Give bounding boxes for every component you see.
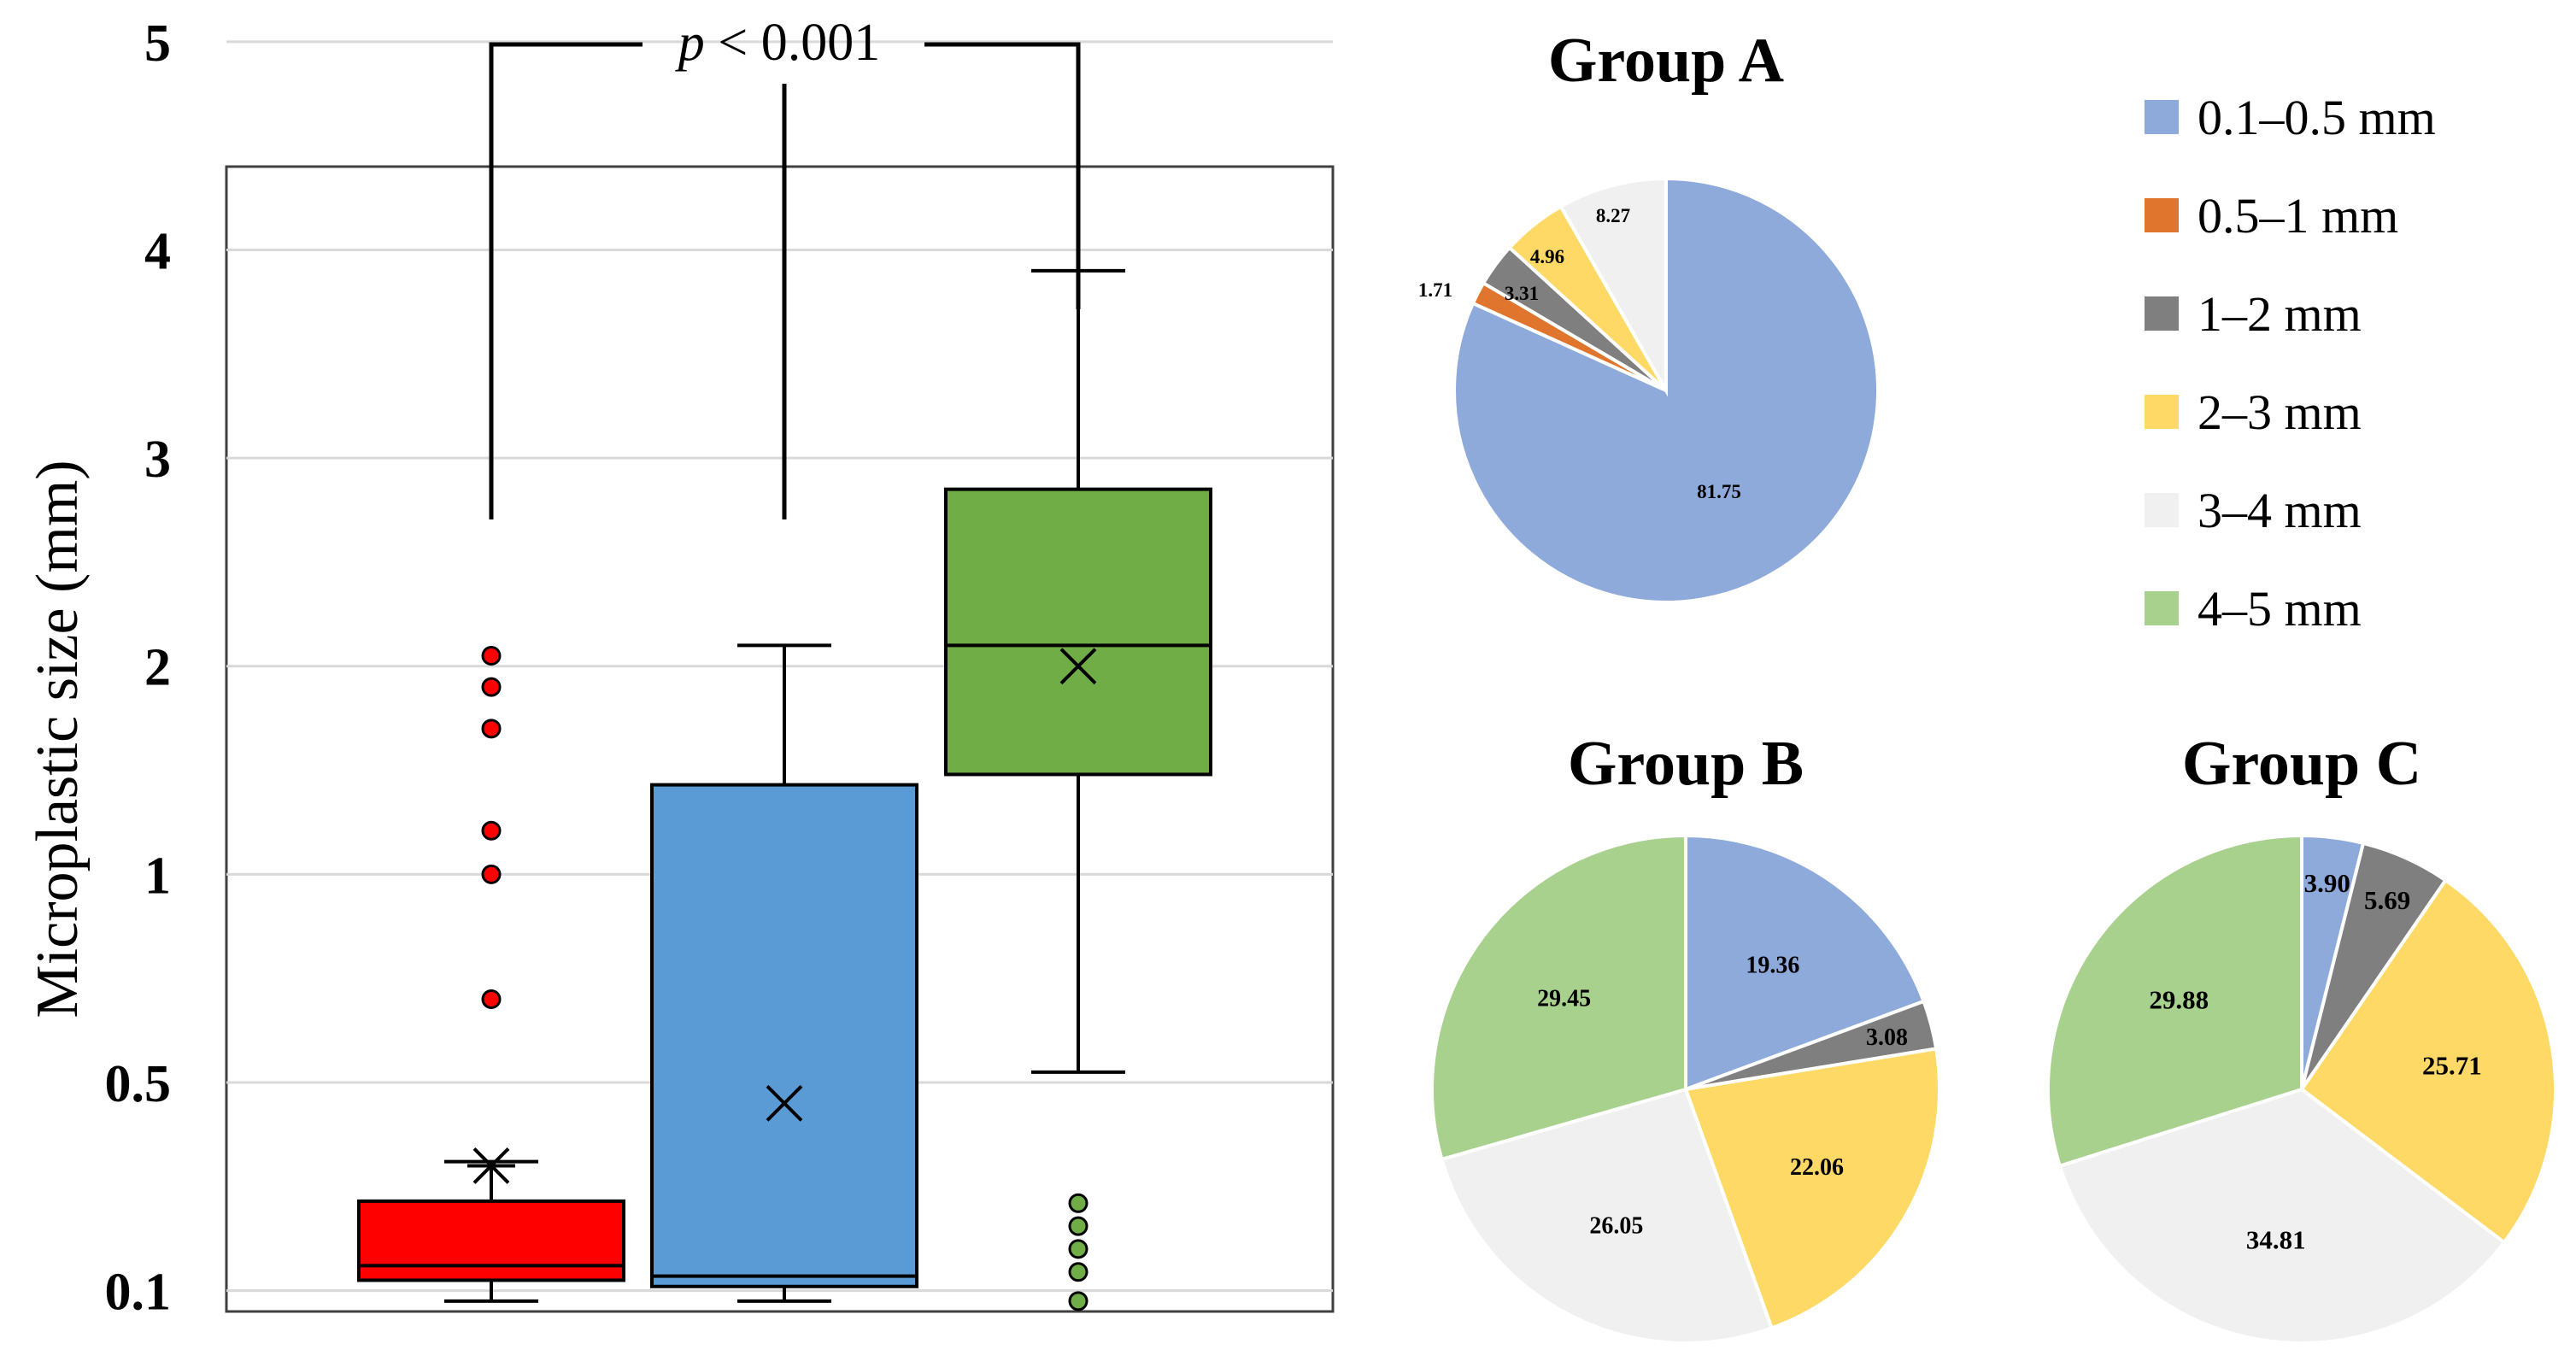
outlier-point <box>481 646 502 666</box>
pie-slice-label: 3.31 <box>1505 283 1539 304</box>
mean-marker <box>766 1084 803 1122</box>
legend-swatch <box>2145 395 2179 429</box>
pie-3: Group C 3.90 5.69 25.71 34.81 29.88 <box>2046 729 2557 1345</box>
y-tick-label: 3 <box>144 431 171 489</box>
box-iqr <box>357 1199 625 1282</box>
pie-slice-label: 3.90 <box>2304 868 2350 898</box>
pie-title: Group C <box>2182 729 2421 799</box>
p-value-label: p < 0.001 <box>675 14 880 72</box>
pie-slice <box>1452 176 1880 604</box>
pie-title: Group B <box>1568 729 1804 799</box>
y-tick-label: 5 <box>144 15 171 73</box>
pie-slice <box>2046 833 2303 1169</box>
outlier-point <box>481 864 502 884</box>
legend-item: 0.5–1 mm <box>2145 188 2398 243</box>
legend: 0.1–0.5 mm 0.5–1 mm 1–2 mm 2–3 mm 3–4 mm 4–5 … <box>2145 90 2436 637</box>
outlier-point <box>1068 1291 1088 1311</box>
pie-charts: Group A 81.75 1.71 3.31 4.96 8.27 Group B 19.36… <box>1418 26 2557 1345</box>
legend-item: 3–4 mm <box>2145 483 2362 538</box>
legend-swatch <box>2145 591 2179 625</box>
pie-slice-label: 29.88 <box>2149 985 2209 1015</box>
legend-swatch <box>2145 198 2179 232</box>
pie-slice <box>1684 833 1927 1092</box>
outlier-point <box>1068 1216 1088 1236</box>
mean-marker <box>1059 648 1097 685</box>
box-2 <box>650 643 918 1303</box>
outlier-point <box>481 989 502 1010</box>
y-tick-label: 4 <box>144 222 171 280</box>
legend-item: 0.1–0.5 mm <box>2145 90 2436 145</box>
pie-slice-label: 1.71 <box>1418 279 1452 301</box>
pie-1: Group A 81.75 1.71 3.31 4.96 8.27 <box>1418 26 1880 604</box>
significance-bracket: p < 0.001 <box>489 14 1081 519</box>
outlier-point <box>1068 1239 1088 1259</box>
legend-label: 2–3 mm <box>2198 384 2362 440</box>
outlier-point <box>481 719 502 739</box>
legend-label: 1–2 mm <box>2198 286 2362 342</box>
pie-slice-label: 25.71 <box>2422 1050 2482 1080</box>
pie-slice-label: 29.45 <box>1537 986 1591 1012</box>
pie-slice-label: 22.06 <box>1790 1154 1844 1181</box>
box-plot: 0.1 0.5 1 2 3 4 5 Microplastic size (mm) p < 0.0… <box>25 14 1335 1322</box>
legend-label: 3–4 mm <box>2198 483 2362 538</box>
legend-swatch <box>2145 493 2179 527</box>
y-tick-label: 1 <box>144 847 171 905</box>
bracket-right <box>924 42 1081 309</box>
outlier-point <box>1068 1262 1088 1282</box>
outlier-point <box>481 677 502 697</box>
box-1 <box>357 646 625 1303</box>
y-tick-label: 0.5 <box>105 1055 172 1113</box>
outlier-point <box>481 820 502 841</box>
pie-slice-label: 34.81 <box>2246 1224 2306 1254</box>
y-tick-label: 2 <box>144 639 171 697</box>
legend-swatch <box>2145 296 2179 331</box>
legend-item: 1–2 mm <box>2145 286 2362 342</box>
box-3 <box>944 268 1212 1311</box>
pie-slice <box>1440 1087 1775 1345</box>
y-axis-label: Microplastic size (mm) <box>25 460 91 1018</box>
pie-slice-label: 3.08 <box>1866 1024 1908 1051</box>
bracket-left <box>489 42 643 519</box>
pie-slice-label: 5.69 <box>2364 885 2410 915</box>
pie-title: Group A <box>1548 26 1784 96</box>
legend-item: 4–5 mm <box>2145 581 2362 637</box>
pie-slice-label: 26.05 <box>1589 1212 1643 1239</box>
outlier-point <box>1068 1193 1088 1213</box>
legend-swatch <box>2145 100 2179 134</box>
y-tick-label: 0.1 <box>105 1264 172 1322</box>
pie-slice-label: 4.96 <box>1530 246 1564 267</box>
legend-item: 2–3 mm <box>2145 384 2362 440</box>
box-iqr <box>650 783 918 1288</box>
pie-slice <box>1430 833 1687 1162</box>
pie-slice-label: 81.75 <box>1697 481 1741 502</box>
box-iqr <box>944 487 1212 777</box>
pie-2: Group B 19.36 3.08 22.06 26.05 29.45 <box>1430 729 1941 1345</box>
legend-label: 4–5 mm <box>2198 581 2362 637</box>
pie-slice <box>1683 1047 1941 1331</box>
pie-slice <box>2299 877 2557 1245</box>
pie-slice-label: 8.27 <box>1596 205 1630 226</box>
legend-label: 0.5–1 mm <box>2198 188 2398 243</box>
legend-label: 0.1–0.5 mm <box>2198 90 2436 145</box>
pie-slice <box>2057 1087 2507 1345</box>
pie-slice-label: 19.36 <box>1746 953 1799 979</box>
pie-slice <box>1558 176 1668 397</box>
